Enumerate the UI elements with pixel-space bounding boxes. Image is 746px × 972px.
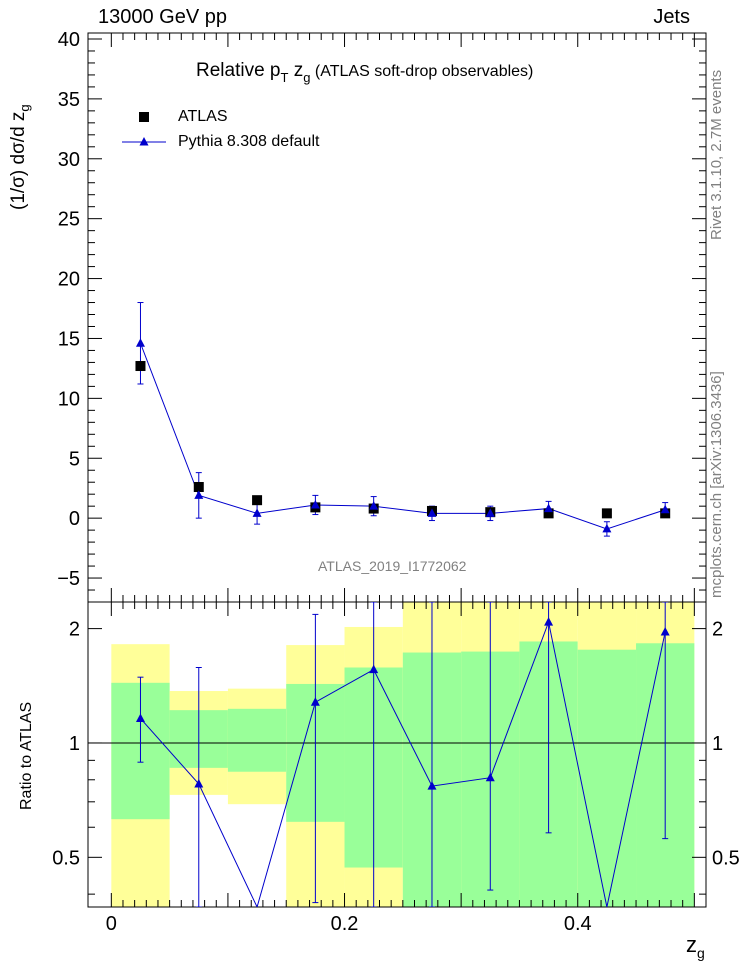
mcplots-reference-label: mcplots.cern.ch [arXiv:1306.3436]: [708, 371, 725, 598]
pythia-point: [194, 490, 204, 499]
legend-pythia-marker: [139, 137, 149, 146]
x-tick-label: 0.2: [331, 913, 359, 935]
pythia-point: [660, 504, 670, 514]
y-tick-label: 0: [69, 508, 80, 530]
y-tick-label: 15: [58, 328, 80, 350]
header-energy-label: 13000 GeV pp: [98, 6, 227, 28]
y-tick-label: −5: [57, 568, 80, 590]
atlas-data-point: [193, 482, 204, 493]
ratio-panel-frame: [87, 601, 707, 908]
title-main: Relative p: [196, 60, 281, 81]
pythia-point: [602, 523, 612, 533]
x-axis-label: zg: [686, 932, 705, 961]
legend-entry-pythia: Pythia 8.308 default: [178, 133, 320, 150]
title-sub-t: T: [280, 70, 289, 85]
atlas-data-point: [660, 508, 671, 519]
ratio-y-tick-label-right: 0.5: [712, 847, 740, 869]
pythia-point: [427, 508, 437, 517]
y-tick-label: 10: [58, 388, 80, 410]
pythia-ratio-point: [427, 781, 437, 790]
pythia-ratio-point: [135, 713, 145, 722]
title-sub-g: g: [303, 70, 311, 85]
legend-entry-atlas: ATLAS: [178, 108, 228, 125]
y-axis-label-text: (1/σ) dσ/d z: [8, 111, 29, 210]
y-tick-label: 20: [58, 269, 80, 291]
title-tail: (ATLAS soft-drop observables): [310, 63, 534, 80]
x-axis-label-sub: g: [697, 945, 705, 961]
pythia-ratio-point: [310, 697, 320, 706]
x-tick-label: 0: [106, 913, 117, 935]
atlas-data-point: [135, 361, 146, 372]
title-mid: z: [288, 60, 304, 81]
ratio-clipped-group: [135, 602, 670, 907]
y-tick-label: 35: [58, 89, 80, 111]
pythia-ratio-point: [194, 778, 204, 788]
y-axis-label-main: (1/σ) dσ/d zg: [8, 104, 32, 210]
plot-title: Relative pT zg (ATLAS soft-drop observab…: [196, 60, 534, 85]
ratio-y-tick-label: 2: [69, 619, 80, 641]
axis-ticks: [88, 33, 706, 907]
pythia-line: [140, 343, 666, 530]
ratio-y-tick-label: 1: [69, 733, 80, 755]
analysis-watermark: ATLAS_2019_I1772062: [318, 558, 467, 574]
y-axis-label-ratio: Ratio to ATLAS: [18, 701, 35, 810]
atlas-data-point: [543, 508, 554, 519]
x-tick-label: 0.4: [564, 913, 592, 935]
atlas-data-point: [601, 508, 612, 519]
rivet-info-label: Rivet 3.1.10, 2.7M events: [708, 69, 725, 240]
pythia-ratio-point: [544, 617, 554, 626]
pythia-ratio-point: [485, 772, 495, 782]
ratio-y-tick-label: 0.5: [52, 847, 80, 869]
y-tick-label: 40: [58, 29, 80, 51]
plot-frames: [87, 32, 707, 908]
main-panel-marks: [135, 302, 671, 537]
ratio-panel-marks: [135, 602, 670, 907]
ratio-y-tick-label-right: 2: [712, 619, 723, 641]
atlas-data-point: [252, 495, 263, 506]
pythia-ratio-line: [140, 620, 666, 907]
legend-atlas-marker: [139, 112, 149, 122]
y-tick-label: 5: [69, 448, 80, 470]
pythia-point: [310, 499, 320, 509]
pythia-ratio-point: [660, 626, 670, 636]
pythia-point: [135, 338, 145, 347]
ratio-band-inner: [577, 649, 637, 907]
ratio-y-tick-label-right: 1: [712, 733, 723, 755]
pythia-ratio-point: [369, 664, 379, 674]
y-axis-label-sub: g: [17, 104, 32, 112]
pythia-point: [544, 503, 554, 513]
pythia-point: [485, 508, 495, 517]
ratio-band-inner: [227, 708, 287, 772]
pythia-point: [252, 508, 262, 517]
y-tick-label: 30: [58, 149, 80, 171]
x-axis-label-text: z: [686, 932, 697, 957]
pythia-point: [369, 501, 379, 510]
header-category-label: Jets: [653, 6, 690, 28]
axis-tick-labels: −5 0 5 10 15 20 25 30 35 40 0 0.2 0.4 0.5 0.5 1 1 2 2: [52, 29, 740, 935]
y-tick-label: 25: [58, 209, 80, 231]
legend-markers: [122, 112, 166, 146]
